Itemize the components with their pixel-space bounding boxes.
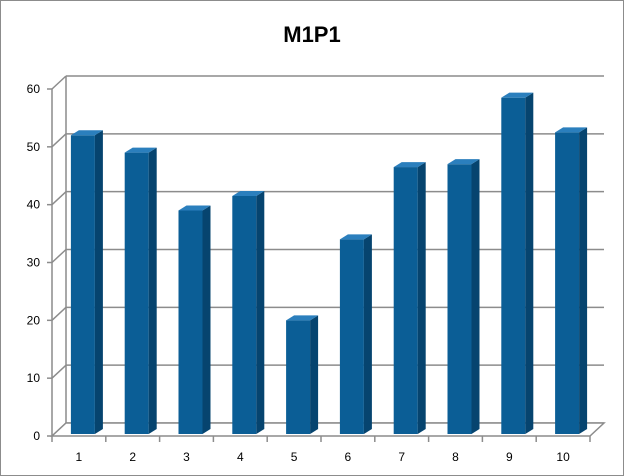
x-tick-label: 8 xyxy=(452,450,459,464)
x-tick-label: 1 xyxy=(76,450,83,464)
bar-top xyxy=(339,234,372,240)
bar-top xyxy=(286,315,319,321)
bar xyxy=(393,167,418,434)
bar-top xyxy=(501,92,534,98)
x-tick-label: 3 xyxy=(183,450,190,464)
bar xyxy=(447,164,472,434)
bar xyxy=(339,239,364,434)
x-tick-label: 10 xyxy=(556,450,570,464)
label-layer: 0 10 20 30 40 50 60 1 2 3 4 5 6 7 8 9 10 xyxy=(27,82,570,464)
bar xyxy=(124,152,149,434)
y-tick-label: 60 xyxy=(27,82,41,96)
bar xyxy=(232,195,257,434)
bar-top xyxy=(447,159,480,165)
bar-top xyxy=(393,162,426,168)
y-tick-label: 50 xyxy=(27,140,41,154)
bar xyxy=(555,132,580,434)
gridline-side xyxy=(51,75,67,90)
x-tick-label: 5 xyxy=(291,450,298,464)
y-tick-label: 40 xyxy=(27,198,41,212)
bar-side xyxy=(202,205,211,434)
bar xyxy=(70,135,95,434)
x-tick-label: 4 xyxy=(237,450,244,464)
bar-top xyxy=(178,205,211,211)
chart-title: M1P1 xyxy=(283,22,341,47)
bar-side xyxy=(363,234,372,434)
bar xyxy=(286,320,311,434)
y-tick-label: 10 xyxy=(27,371,41,385)
x-tick-label: 9 xyxy=(506,450,513,464)
gridline-side xyxy=(51,133,67,148)
bar-side xyxy=(579,127,588,434)
bar xyxy=(501,97,526,435)
bar-side xyxy=(525,92,534,435)
bar-side xyxy=(310,315,319,434)
bar xyxy=(178,210,203,434)
bar-side xyxy=(471,159,480,434)
gridline-side xyxy=(51,191,67,206)
y-tick-label: 20 xyxy=(27,313,41,327)
bar-side xyxy=(256,190,265,434)
y-tick-label: 30 xyxy=(27,256,41,270)
gridline-side xyxy=(51,364,67,379)
bar-side xyxy=(417,162,426,434)
bar-side xyxy=(94,130,103,434)
bar-top xyxy=(124,147,157,153)
bar-top xyxy=(232,190,265,196)
x-tick-label: 6 xyxy=(345,450,352,464)
gridline-side xyxy=(51,248,67,264)
y-tick-label: 0 xyxy=(33,429,40,443)
bar-side xyxy=(148,147,157,434)
x-tick-label: 7 xyxy=(398,450,405,464)
bar-top xyxy=(70,130,103,136)
bar-top xyxy=(555,127,588,133)
bar-layer xyxy=(70,92,588,435)
x-tick-label: 2 xyxy=(129,450,136,464)
gridline-side xyxy=(51,306,67,321)
